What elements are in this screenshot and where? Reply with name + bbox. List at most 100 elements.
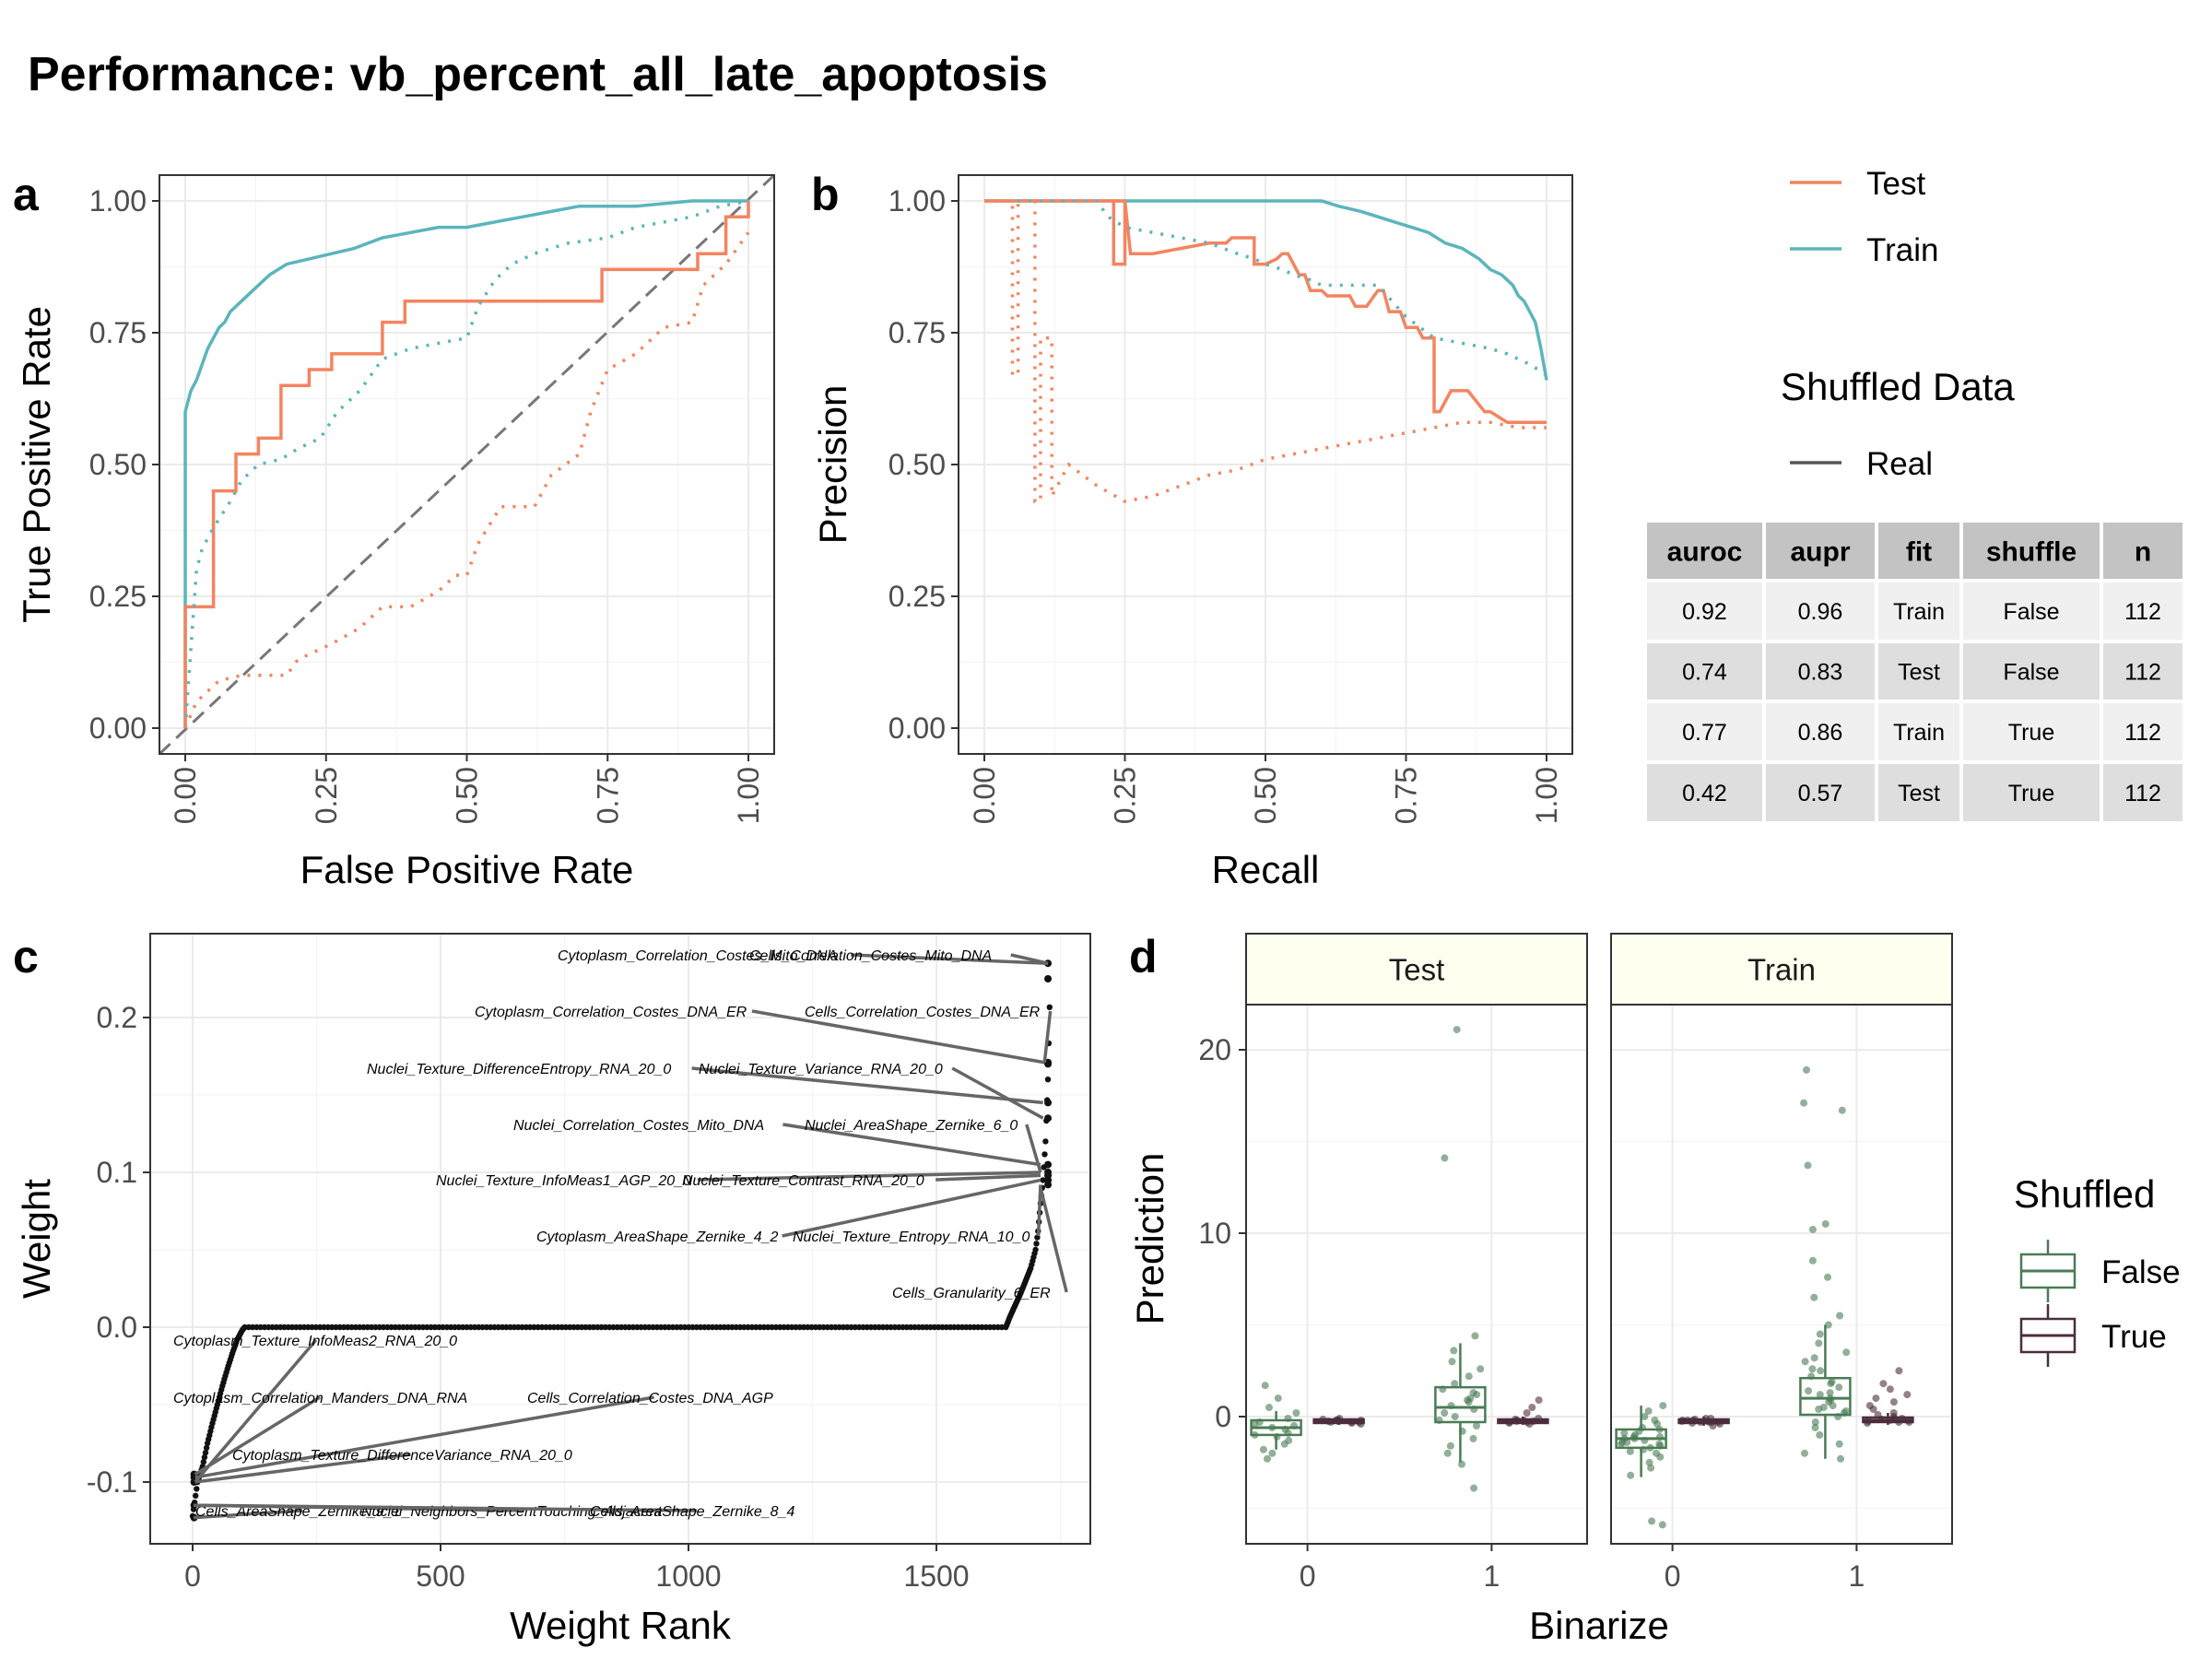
table-header-auroc: auroc — [1667, 537, 1743, 568]
prediction-point — [1641, 1436, 1649, 1444]
real-train-curve — [183, 199, 748, 728]
prediction-point — [1842, 1348, 1851, 1357]
label-connector — [851, 953, 1049, 965]
prediction-point — [1819, 1404, 1828, 1411]
legend-false-key — [2019, 1240, 2077, 1302]
table-header-n: n — [2135, 537, 2151, 568]
label-connector — [1036, 1184, 1042, 1237]
prediction-point — [1864, 1419, 1871, 1427]
x-tick-label: 1 — [1484, 1559, 1500, 1593]
x-tick-label: 0.50 — [451, 767, 484, 824]
label-connector — [1042, 1010, 1053, 1063]
feature-label: Cytoplasm_Texture_InfoMeas2_RNA_20_0 — [173, 1334, 457, 1349]
prediction-point — [1448, 1358, 1456, 1366]
table-header-cell — [1766, 523, 1875, 579]
prediction-point — [1512, 1418, 1521, 1425]
label-connector — [194, 1395, 654, 1479]
feature-label: Cytoplasm_Correlation_Manders_DNA_RNA — [173, 1391, 467, 1406]
y-tick-label: 0.50 — [89, 448, 147, 481]
table-cell-value: 112 — [2124, 720, 2161, 746]
weight-point — [200, 1459, 206, 1465]
weight-point — [440, 1324, 446, 1331]
legend-false-label: False — [2101, 1254, 2181, 1290]
weight-point — [203, 1444, 210, 1452]
prediction-point — [1869, 1406, 1877, 1413]
prediction-point — [1816, 1430, 1824, 1439]
table-cell — [1963, 643, 2100, 700]
table-header-shuffle: shuffle — [1986, 537, 2077, 568]
table-header-aupr: aupr — [1790, 537, 1850, 568]
prediction-point — [1264, 1454, 1271, 1463]
prediction-point — [1435, 1417, 1443, 1424]
prediction-point — [1803, 1065, 1810, 1074]
prediction-point — [1872, 1394, 1880, 1403]
shuffled-legend-title: Shuffled — [2014, 1172, 2155, 1216]
prediction-point — [1656, 1453, 1665, 1461]
y-tick-label: 20 — [1198, 1033, 1231, 1066]
shuffled-test-curve — [183, 231, 750, 729]
label-connector — [691, 1066, 1043, 1105]
feature-label: Nuclei_AreaShape_Zernike_6_0 — [805, 1118, 1018, 1134]
weight-point — [1040, 1177, 1046, 1183]
y-tick-label: 0 — [1215, 1400, 1231, 1433]
prediction-point — [1841, 1407, 1850, 1415]
prediction-point — [1835, 1383, 1843, 1392]
prediction-point — [1447, 1402, 1455, 1410]
label-connector — [935, 1173, 1041, 1182]
prediction-point — [1816, 1330, 1824, 1338]
label-connector — [194, 1395, 322, 1477]
prediction-point — [1259, 1445, 1267, 1453]
prediction-point — [1834, 1413, 1842, 1420]
prediction-point — [1620, 1429, 1629, 1437]
table-cell — [1878, 703, 1959, 760]
prediction-point — [1443, 1449, 1452, 1457]
table-cell-value: 0.77 — [1682, 720, 1727, 746]
prediction-point — [1251, 1430, 1259, 1439]
label-connector — [782, 1123, 1041, 1167]
prediction-point — [1441, 1409, 1449, 1417]
shuffled-legend: Shuffled False True — [2014, 1172, 2181, 1367]
panel-c-tag: c — [13, 931, 39, 982]
prediction-point — [1348, 1418, 1356, 1426]
prediction-point — [1357, 1420, 1365, 1428]
prediction-point — [1658, 1521, 1666, 1529]
y-tick-label: 0.2 — [97, 1001, 137, 1034]
table-header-cell — [1963, 523, 2100, 579]
x-tick-label: 500 — [416, 1559, 465, 1593]
prediction-point — [1640, 1445, 1647, 1453]
prediction-point — [1837, 1454, 1844, 1463]
prediction-point — [1464, 1396, 1471, 1405]
label-connector — [194, 1453, 411, 1484]
x-tick-label: 1.00 — [1530, 767, 1563, 824]
table-cell — [2103, 764, 2183, 821]
feature-label: Nuclei_Texture_Contrast_RNA_20_0 — [682, 1173, 924, 1189]
prediction-point — [1877, 1416, 1886, 1423]
prediction-point — [1626, 1447, 1634, 1455]
prediction-point — [1280, 1440, 1288, 1448]
facet-strip-label: Test — [1389, 953, 1445, 987]
y-tick-label: 0.00 — [888, 712, 946, 745]
feature-label: Cells_Granularity_6_ER — [892, 1286, 1051, 1301]
table-cell — [1647, 764, 1762, 821]
label-connector — [697, 1171, 1041, 1182]
prediction-point — [1889, 1398, 1898, 1406]
label-connector — [1025, 1124, 1042, 1173]
prediction-point — [1648, 1517, 1656, 1525]
table-cell-value: Test — [1898, 781, 1940, 806]
y-tick-label: 0.00 — [89, 712, 147, 745]
prediction-point — [1268, 1449, 1277, 1457]
facet-train: Train 0 1 — [1610, 933, 1953, 1593]
label-connector — [1010, 953, 1049, 965]
weight-point — [1044, 1099, 1053, 1107]
table-cell-value: False — [2003, 660, 2059, 686]
prediction-point — [1821, 1220, 1830, 1228]
panel-border — [1245, 1004, 1588, 1545]
weight-points — [189, 959, 1053, 1522]
prediction-point — [1453, 1026, 1461, 1034]
weight-point — [1044, 1160, 1053, 1169]
x-tick-label: 0 — [184, 1559, 201, 1593]
y-tick-label: 0.25 — [89, 580, 147, 613]
prediction-point — [1656, 1432, 1664, 1441]
